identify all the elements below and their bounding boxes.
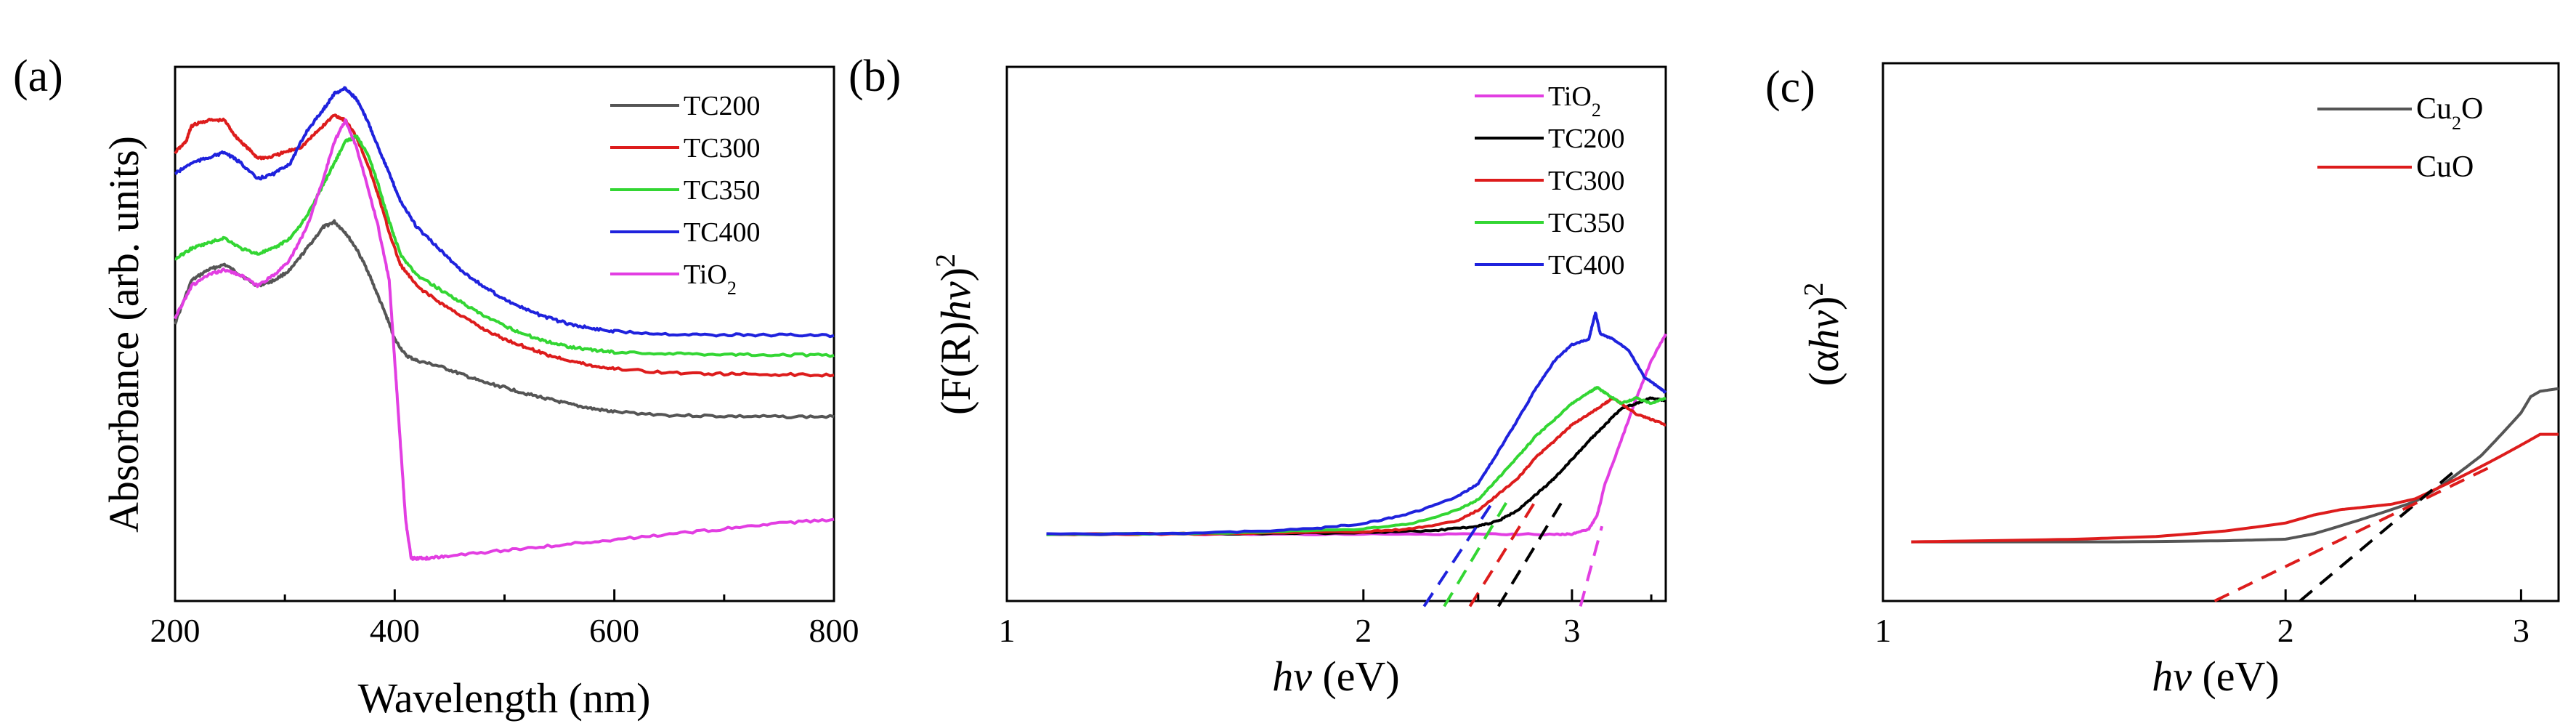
plot-frame-c (1882, 62, 2560, 602)
x-tick-label-a-3: 800 (809, 612, 859, 649)
legend-label-b-4: TC400 (1548, 250, 1625, 281)
series-line-c-cu2o (1911, 387, 2559, 544)
y-axis-title-b-pre: (F(R) (932, 321, 979, 415)
y-axis-title-c: (αhv)2 (1799, 283, 1847, 387)
y-axis-title-c-pre: (α (1800, 350, 1847, 387)
series-line-a-tc300 (174, 113, 835, 378)
series-line-a-tc200 (174, 219, 835, 419)
panel-label-b: (b) (848, 52, 901, 101)
x-axis-title-a: Wavelength (nm) (358, 674, 651, 722)
x-axis-title-b: hv (eV) (1272, 653, 1400, 700)
x-axis-title-b-rest: (eV) (1312, 653, 1400, 700)
x-tick-label-b-2: 3 (1563, 612, 1580, 649)
y-axis-title-b-post: ) (932, 267, 979, 281)
y-axis-title-b-sup: 2 (931, 254, 961, 267)
series-line-b-tc200 (1046, 396, 1666, 536)
x-axis-title-c-italic: hv (2152, 653, 2192, 700)
x-tick-label-a-2: 600 (589, 612, 639, 649)
legend-label-c-0: Cu2O (2416, 92, 2483, 134)
x-tick-label-b-0: 1 (999, 612, 1016, 649)
y-axis-title-c-sup: 2 (1799, 283, 1829, 297)
x-axis-title-c-rest: (eV) (2192, 653, 2280, 700)
y-axis-title-b-italic: hv (932, 281, 979, 321)
x-tick-label-b-1: 2 (1355, 612, 1372, 649)
panel-label-c: (c) (1765, 62, 1815, 112)
legend-label-b-1: TC200 (1548, 124, 1625, 154)
x-tick-label-a-0: 200 (150, 612, 201, 649)
x-tick-label-c-1: 2 (2277, 612, 2294, 649)
series-group-c (1911, 387, 2559, 602)
y-axis-title-c-italic: hv (1800, 310, 1847, 350)
legend-label-b-2: TC300 (1548, 166, 1625, 196)
series-line-c-cuo (1911, 432, 2559, 544)
panel-label-a: (a) (13, 52, 63, 101)
extrapolation-line-b-1 (1443, 499, 1510, 608)
legend-label-b-3: TC350 (1548, 208, 1625, 238)
series-line-a-tc400 (174, 86, 835, 339)
extrapolation-line-b-0 (1422, 499, 1496, 608)
x-axis-title-b-italic: hv (1272, 653, 1312, 700)
x-axis-title-c: hv (eV) (2152, 653, 2280, 700)
x-tick-label-c-0: 1 (1875, 612, 1892, 649)
series-group-b (1046, 311, 1667, 608)
legend-label-a-0: TC200 (684, 91, 761, 121)
tick-group-b: 1 2 3 (999, 589, 1653, 649)
series-line-a-tc350 (174, 134, 835, 358)
series-line-b-tc350 (1046, 386, 1666, 536)
legend-label-c-1: CuO (2416, 150, 2474, 184)
tick-group-a: 200 400 600 800 (150, 589, 859, 649)
extrapolation-line-b-4 (1579, 525, 1604, 607)
extrapolation-line-c-0 (2298, 465, 2461, 602)
x-tick-label-c-2: 3 (2513, 612, 2530, 649)
legend-label-b-0: TiO2 (1548, 81, 1601, 121)
series-line-b-tc300 (1046, 397, 1666, 536)
y-axis-title-a: Absorbance (arb. units) (100, 136, 147, 533)
series-line-b-tc400 (1046, 311, 1667, 536)
x-tick-label-a-1: 400 (370, 612, 420, 649)
legend-a: TC200 TC300 TC350 TC400 TiO2 (610, 91, 761, 299)
y-axis-title-b: (F(R)hv)2 (931, 254, 979, 415)
legend-label-a-2: TC350 (684, 175, 761, 206)
legend-label-a-3: TC400 (684, 217, 761, 248)
series-line-a-tio2 (174, 118, 835, 561)
legend-c: Cu2O CuO (2317, 92, 2483, 184)
series-group-a (174, 86, 835, 561)
y-axis-title-c-post: ) (1800, 297, 1847, 310)
panel-a: (a) 200 400 600 800 Wavelength (nm) Absorba… (13, 52, 859, 722)
series-line-b-tio2 (1046, 333, 1667, 536)
legend-label-a-4: TiO2 (684, 259, 737, 299)
extrapolation-line-c-1 (2214, 465, 2492, 602)
extrapolation-line-b-3 (1496, 499, 1565, 608)
tick-group-c: 1 2 3 (1875, 589, 2530, 649)
legend-label-a-1: TC300 (684, 133, 761, 164)
extrapolation-line-b-2 (1468, 499, 1538, 608)
